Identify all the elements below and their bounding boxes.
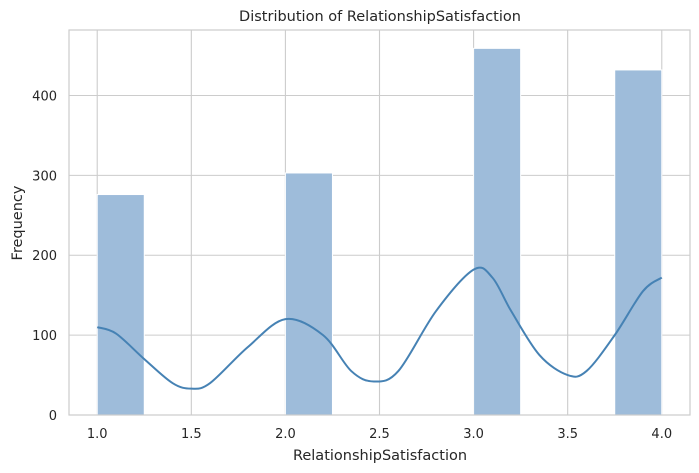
y-tick-label: 300 (32, 169, 57, 184)
x-tick-labels: 1.0 1.5 2.0 2.5 3.0 3.5 4.0 (87, 427, 672, 442)
x-tick-label: 4.0 (651, 427, 672, 442)
kde-curve (96, 266, 663, 390)
histogram-bar (96, 194, 145, 416)
histogram-bars (96, 47, 663, 416)
x-tick-label: 2.5 (369, 427, 390, 442)
kde-curve-group (96, 266, 663, 390)
y-axis-label: Frequency (10, 185, 26, 260)
x-tick-label: 2.0 (275, 427, 296, 442)
histogram-bar (473, 47, 522, 416)
histogram-bar (614, 69, 663, 416)
x-axis-label: RelationshipSatisfaction (293, 448, 467, 464)
y-tick-label: 400 (32, 89, 57, 104)
x-tick-label: 3.0 (463, 427, 484, 442)
plot-area-frame (68, 29, 691, 416)
y-tick-label: 100 (32, 329, 57, 344)
chart-title: Distribution of RelationshipSatisfaction (239, 9, 521, 25)
y-tick-labels: 0 100 200 300 400 (32, 89, 57, 424)
x-tick-label: 1.0 (87, 427, 108, 442)
y-tick-label: 200 (32, 249, 57, 264)
x-tick-label: 1.5 (181, 427, 202, 442)
x-tick-label: 3.5 (557, 427, 578, 442)
y-tick-label: 0 (49, 409, 57, 424)
histogram-bar (284, 172, 333, 416)
